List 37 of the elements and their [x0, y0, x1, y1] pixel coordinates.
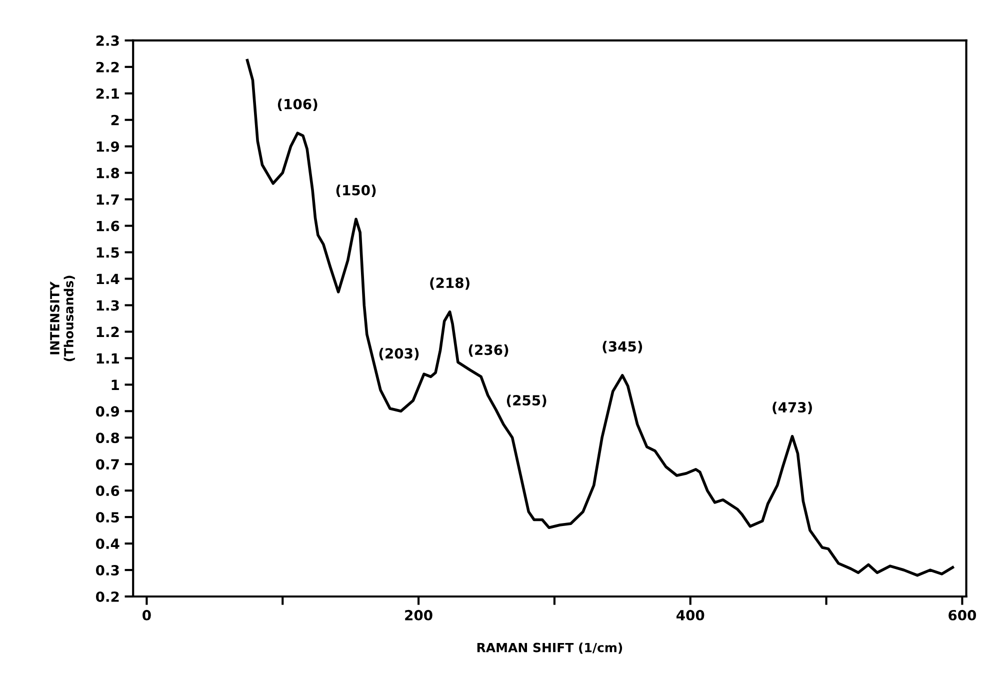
y-tick-label: 1.4: [96, 274, 120, 284]
line-series: [246, 58, 954, 577]
y-tick-label: 0.3: [96, 564, 119, 576]
y-tick-label: 2.2: [96, 62, 119, 72]
y-tick-label: 2.3: [96, 35, 119, 46]
annotation: (236): [468, 344, 508, 357]
y-tick-label: 1: [112, 380, 119, 390]
y-tick-label: 0.2: [96, 591, 119, 602]
y-tick-label: 1.3: [96, 300, 119, 311]
y-axis-title: INTENSITY (Thousands): [50, 276, 75, 362]
y-tick-label: 0.8: [96, 432, 120, 444]
y-tick-label: 1.1: [96, 353, 119, 364]
annotation: (255): [506, 394, 546, 408]
y-tick-label: 0.9: [96, 406, 120, 417]
y-tick-label: 1.6: [96, 220, 120, 232]
x-tick-label: 600: [948, 610, 976, 620]
annotation: (473): [772, 402, 812, 414]
y-tick-label: 1.9: [96, 141, 120, 152]
y-tick-label: 0.6: [96, 486, 120, 496]
y-tick-label: 1.8: [96, 168, 120, 178]
y-tick-label: 0.4: [96, 538, 120, 550]
y-tick-label: 0.7: [96, 459, 119, 470]
x-tick-label: 0: [142, 610, 151, 620]
x-axis-title: RAMAN SHIFT (1/cm): [477, 642, 622, 654]
y-tick-label: 2: [111, 114, 119, 126]
annotation: (106): [278, 98, 318, 111]
annotation: (218): [430, 277, 470, 290]
x-tick-label: 200: [405, 610, 432, 620]
annotation: (345): [602, 340, 642, 354]
annotation: (150): [336, 184, 376, 198]
annotation: (203): [379, 348, 419, 360]
x-tick-label: 400: [676, 610, 704, 620]
y-tick-label: 1.7: [96, 194, 119, 205]
y-tick-label: 2.1: [96, 88, 119, 99]
y-tick-label: 1.2: [96, 326, 119, 337]
y-tick-label: 0.5: [96, 512, 119, 523]
y-tick-label: 1.5: [96, 247, 119, 258]
